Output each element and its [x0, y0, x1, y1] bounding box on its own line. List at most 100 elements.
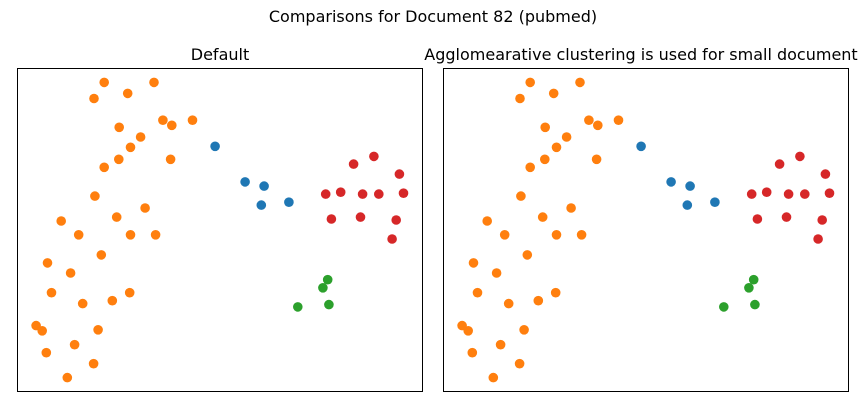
scatter-point-cluster-1 — [150, 230, 161, 240]
scatter-point-cluster-3 — [781, 212, 792, 222]
scatter-point-cluster-1 — [551, 230, 562, 240]
scatter-point-cluster-1 — [515, 93, 525, 104]
scatter-point-cluster-2 — [748, 274, 759, 285]
scatter-point-cluster-1 — [551, 142, 562, 153]
scatter-point-cluster-2 — [322, 274, 333, 285]
scatter-point-cluster-1 — [167, 120, 177, 131]
scatter-point-cluster-1 — [525, 162, 535, 173]
scatter-point-cluster-1 — [114, 122, 124, 133]
scatter-point-cluster-3 — [813, 234, 823, 244]
axes-frame-default — [17, 68, 423, 392]
scatter-point-cluster-1 — [46, 287, 57, 298]
scatter-point-cluster-3 — [357, 189, 368, 199]
scatter-point-cluster-0 — [682, 200, 693, 210]
scatter-point-cluster-1 — [488, 372, 499, 383]
scatter-point-cluster-1 — [468, 258, 479, 268]
scatter-point-cluster-3 — [374, 189, 384, 199]
scatter-point-cluster-1 — [540, 122, 550, 133]
scatter-point-cluster-3 — [398, 188, 409, 198]
scatter-point-cluster-1 — [533, 295, 544, 306]
scatter-point-cluster-3 — [326, 214, 337, 224]
scatter-point-cluster-1 — [187, 115, 198, 125]
scatter-point-cluster-0 — [685, 181, 695, 191]
scatter-point-cluster-1 — [111, 212, 122, 222]
scatter-point-cluster-2 — [750, 299, 760, 310]
scatter-point-cluster-2 — [324, 299, 334, 310]
scatter-point-cluster-3 — [348, 159, 359, 169]
scatter-point-cluster-1 — [114, 154, 124, 165]
scatter-point-cluster-1 — [158, 115, 168, 125]
scatter-point-cluster-2 — [744, 283, 754, 293]
scatter-point-cluster-3 — [391, 215, 402, 225]
scatter-point-cluster-1 — [503, 298, 514, 309]
scatter-point-cluster-1 — [566, 203, 576, 213]
scatter-point-cluster-1 — [613, 115, 624, 125]
scatter-point-cluster-1 — [463, 326, 474, 336]
scatter-point-cluster-1 — [519, 325, 529, 335]
scatter-point-cluster-1 — [56, 216, 66, 226]
scatter-point-cluster-1 — [42, 258, 53, 268]
scatter-point-cluster-3 — [783, 189, 794, 199]
scatter-point-cluster-0 — [666, 177, 676, 187]
scatter-point-cluster-2 — [318, 283, 328, 293]
scatter-point-cluster-1 — [135, 132, 146, 142]
scatter-point-cluster-1 — [522, 250, 533, 260]
scatter-point-cluster-3 — [355, 212, 366, 222]
scatter-point-cluster-3 — [387, 234, 397, 244]
scatter-points-default — [31, 77, 409, 383]
scatter-point-cluster-1 — [41, 347, 52, 358]
scatter-point-cluster-1 — [88, 358, 99, 369]
scatter-point-cluster-1 — [99, 77, 109, 88]
scatter-point-cluster-0 — [259, 181, 269, 191]
scatter-point-cluster-3 — [795, 151, 805, 162]
scatter-point-cluster-1 — [575, 77, 585, 88]
scatter-point-cluster-3 — [746, 189, 757, 199]
scatter-point-cluster-3 — [820, 169, 831, 179]
scatter-point-cluster-3 — [752, 214, 763, 224]
scatter-point-cluster-1 — [62, 372, 73, 383]
scatter-point-cluster-1 — [516, 191, 526, 201]
scatter-point-cluster-3 — [800, 189, 810, 199]
scatter-point-cluster-0 — [240, 177, 250, 187]
scatter-point-cluster-0 — [256, 200, 267, 210]
scatter-point-cluster-1 — [65, 268, 76, 278]
scatter-point-cluster-1 — [491, 268, 502, 278]
scatter-point-cluster-1 — [537, 212, 548, 222]
scatter-point-cluster-1 — [584, 115, 594, 125]
subplot-agglomerative: Agglomearative clustering is used for sm… — [424, 45, 858, 392]
scatter-point-cluster-0 — [636, 141, 646, 152]
scatter-point-cluster-1 — [96, 250, 107, 260]
scatter-point-cluster-3 — [774, 159, 785, 169]
scatter-point-cluster-1 — [540, 154, 550, 165]
figure-suptitle: Comparisons for Document 82 (pubmed) — [269, 7, 597, 26]
scatter-point-cluster-3 — [824, 188, 835, 198]
scatter-point-cluster-1 — [495, 339, 506, 350]
scatter-point-cluster-1 — [548, 88, 559, 99]
scatter-point-cluster-1 — [125, 230, 136, 240]
scatter-point-cluster-3 — [335, 187, 346, 197]
scatter-point-cluster-1 — [561, 132, 572, 142]
scatter-point-cluster-1 — [69, 339, 80, 350]
scatter-points-agglomerative — [457, 77, 835, 383]
scatter-point-cluster-0 — [210, 141, 220, 152]
axes-frame-agglomerative — [443, 68, 849, 392]
scatter-point-cluster-2 — [293, 302, 303, 312]
scatter-point-cluster-1 — [591, 154, 602, 165]
scatter-point-cluster-1 — [89, 93, 99, 104]
scatter-point-cluster-1 — [165, 154, 176, 165]
scatter-point-cluster-1 — [93, 325, 103, 335]
scatter-point-cluster-1 — [99, 162, 109, 173]
scatter-point-cluster-1 — [107, 295, 118, 306]
scatter-point-cluster-1 — [125, 142, 136, 153]
scatter-point-cluster-1 — [149, 77, 159, 88]
scatter-point-cluster-1 — [593, 120, 603, 131]
scatter-point-cluster-1 — [77, 298, 88, 309]
scatter-point-cluster-1 — [124, 287, 135, 298]
scatter-point-cluster-3 — [761, 187, 772, 197]
scatter-point-cluster-3 — [394, 169, 405, 179]
scatter-point-cluster-1 — [514, 358, 525, 369]
scatter-point-cluster-0 — [284, 197, 294, 207]
scatter-point-cluster-3 — [817, 215, 827, 225]
scatter-point-cluster-1 — [525, 77, 535, 88]
